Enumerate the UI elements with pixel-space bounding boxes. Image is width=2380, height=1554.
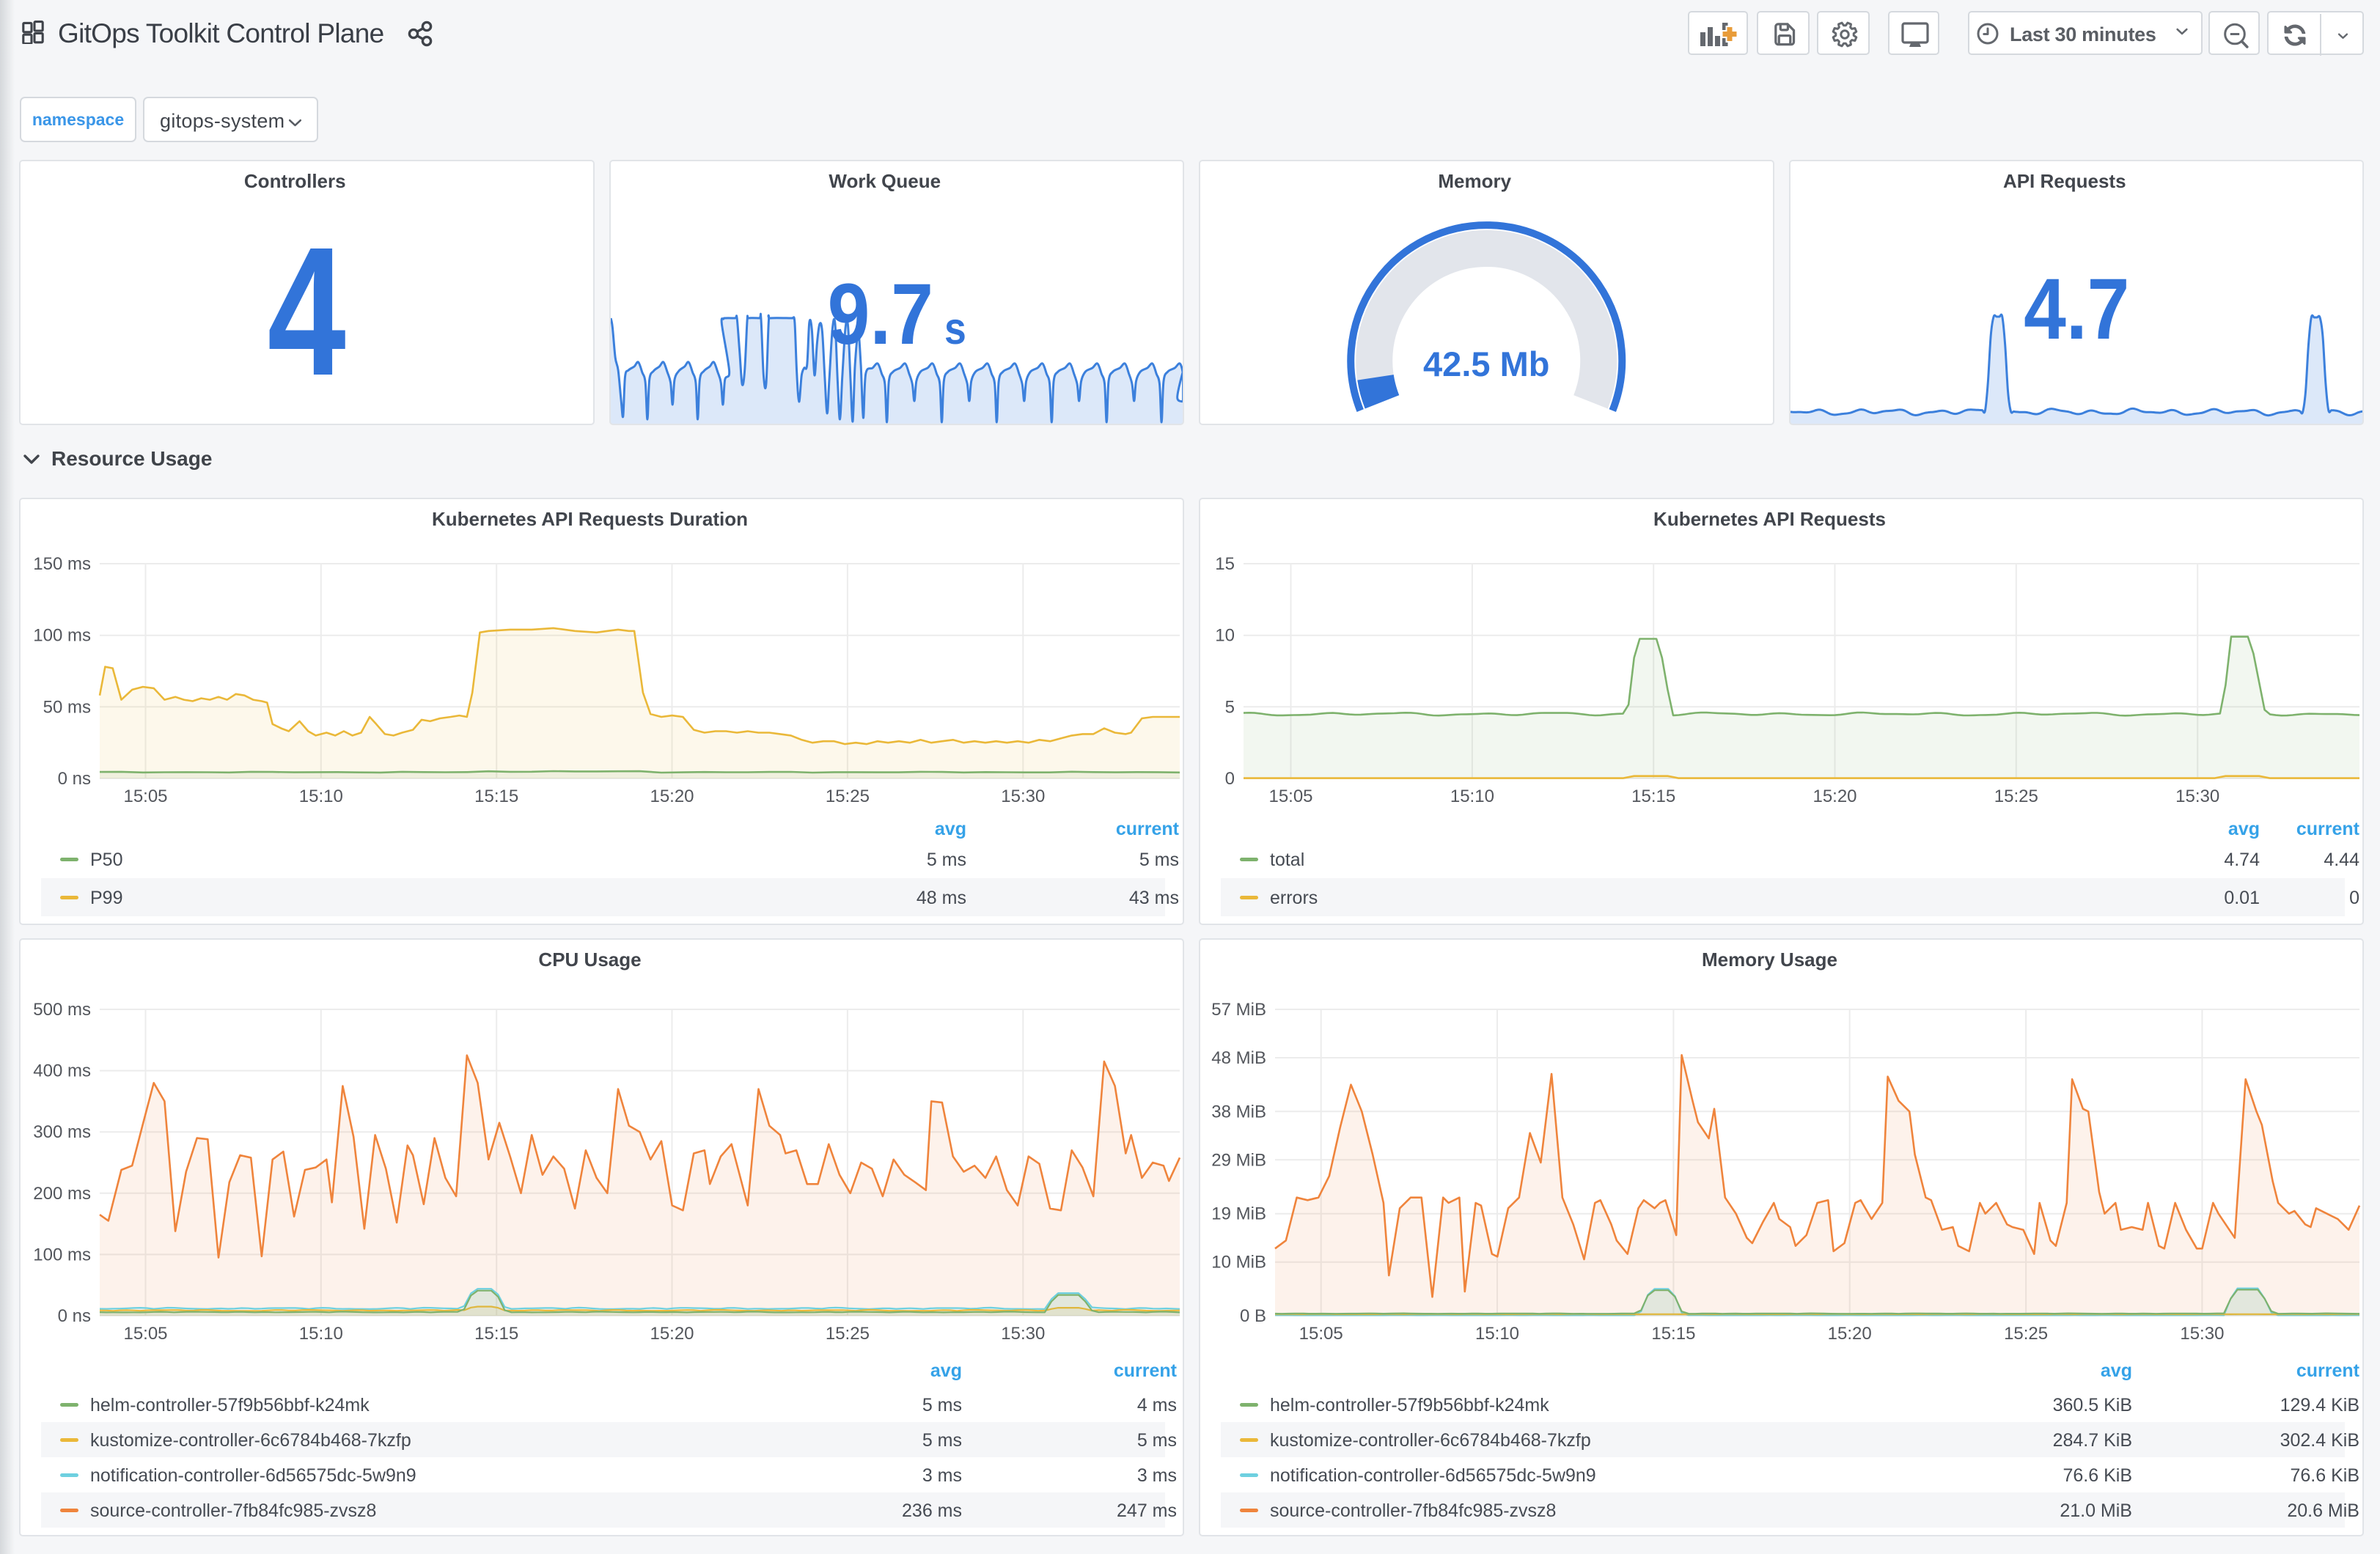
svg-text:current: current [2296,819,2360,839]
svg-text:notification-controller-6d5657: notification-controller-6d56575dc-5w9n9 [1270,1465,1596,1486]
svg-text:29 MiB: 29 MiB [1211,1150,1266,1170]
svg-text:15:20: 15:20 [650,1324,694,1344]
svg-text:current: current [2296,1360,2360,1381]
svg-text:48 ms: 48 ms [917,888,966,908]
svg-text:15:30: 15:30 [2175,787,2219,806]
svg-text:15:30: 15:30 [2180,1324,2224,1344]
svg-text:300 ms: 300 ms [33,1122,91,1142]
svg-text:5 ms: 5 ms [922,1430,962,1451]
svg-text:current: current [1114,1360,1178,1381]
svg-text:5 ms: 5 ms [1137,1430,1177,1451]
svg-text:100 ms: 100 ms [33,1245,91,1264]
svg-text:15:20: 15:20 [1828,1324,1872,1344]
svg-text:kustomize-controller-6c6784b46: kustomize-controller-6c6784b468-7kzfp [1270,1430,1591,1451]
svg-text:0: 0 [2349,888,2359,908]
svg-text:302.4 KiB: 302.4 KiB [2280,1430,2359,1451]
svg-text:43 ms: 43 ms [1129,888,1179,908]
svg-text:76.6 KiB: 76.6 KiB [2063,1465,2132,1486]
svg-text:0 ns: 0 ns [58,769,91,789]
svg-text:15:10: 15:10 [1475,1324,1519,1344]
svg-text:284.7 KiB: 284.7 KiB [2053,1430,2132,1451]
svg-text:15:15: 15:15 [474,1324,518,1344]
svg-text:avg: avg [2101,1360,2132,1381]
svg-text:50 ms: 50 ms [43,697,91,717]
svg-text:0 ns: 0 ns [58,1306,91,1326]
svg-text:15:10: 15:10 [1450,787,1494,806]
svg-text:kustomize-controller-6c6784b46: kustomize-controller-6c6784b468-7kzfp [90,1430,411,1451]
svg-text:360.5 KiB: 360.5 KiB [2053,1395,2132,1415]
svg-text:15:15: 15:15 [1631,787,1675,806]
svg-text:15:05: 15:05 [1299,1324,1343,1344]
svg-text:15:25: 15:25 [826,1324,870,1344]
svg-text:247 ms: 247 ms [1117,1500,1177,1521]
svg-text:current: current [1116,819,1180,839]
svg-text:avg: avg [2228,819,2260,839]
svg-text:5 ms: 5 ms [922,1395,962,1415]
svg-text:15:20: 15:20 [1812,787,1856,806]
svg-text:0: 0 [1225,769,1235,789]
svg-text:3 ms: 3 ms [1137,1465,1177,1486]
svg-text:15:20: 15:20 [650,787,694,806]
svg-text:avg: avg [930,1360,962,1381]
svg-text:5: 5 [1225,697,1235,717]
svg-text:errors: errors [1270,888,1318,908]
svg-text:15:25: 15:25 [1994,787,2038,806]
svg-text:4.74: 4.74 [2224,850,2260,870]
svg-text:15:25: 15:25 [2004,1324,2048,1344]
svg-text:15:30: 15:30 [1001,787,1045,806]
svg-text:5 ms: 5 ms [927,850,966,870]
svg-text:42.5 Mb: 42.5 Mb [1423,345,1549,383]
svg-text:15: 15 [1215,554,1235,574]
svg-text:48 MiB: 48 MiB [1211,1048,1266,1068]
svg-text:19 MiB: 19 MiB [1211,1204,1266,1224]
svg-text:0 B: 0 B [1240,1306,1266,1326]
svg-text:21.0 MiB: 21.0 MiB [2060,1500,2132,1521]
svg-text:total: total [1270,850,1304,870]
svg-text:15:15: 15:15 [1651,1324,1695,1344]
svg-text:4.44: 4.44 [2324,850,2359,870]
svg-text:notification-controller-6d5657: notification-controller-6d56575dc-5w9n9 [90,1465,416,1486]
svg-text:129.4 KiB: 129.4 KiB [2280,1395,2359,1415]
svg-text:20.6 MiB: 20.6 MiB [2287,1500,2359,1521]
svg-text:helm-controller-57f9b56bbf-k24: helm-controller-57f9b56bbf-k24mk [1270,1395,1549,1415]
svg-text:15:05: 15:05 [123,1324,167,1344]
svg-text:15:25: 15:25 [826,787,870,806]
svg-text:0.01: 0.01 [2224,888,2260,908]
svg-text:P99: P99 [90,888,122,908]
svg-text:15:05: 15:05 [1268,787,1312,806]
svg-text:3 ms: 3 ms [922,1465,962,1486]
svg-text:10 MiB: 10 MiB [1211,1253,1266,1273]
svg-text:P50: P50 [90,850,122,870]
svg-text:avg: avg [935,819,966,839]
svg-text:400 ms: 400 ms [33,1061,91,1081]
svg-text:helm-controller-57f9b56bbf-k24: helm-controller-57f9b56bbf-k24mk [90,1395,370,1415]
svg-text:15:10: 15:10 [299,1324,343,1344]
svg-text:57 MiB: 57 MiB [1211,1000,1266,1020]
svg-text:500 ms: 500 ms [33,1000,91,1020]
svg-text:15:15: 15:15 [474,787,518,806]
svg-text:4 ms: 4 ms [1137,1395,1177,1415]
svg-text:236 ms: 236 ms [902,1500,962,1521]
svg-text:76.6 KiB: 76.6 KiB [2290,1465,2359,1486]
svg-text:10: 10 [1215,626,1235,646]
svg-text:200 ms: 200 ms [33,1184,91,1204]
svg-text:15:05: 15:05 [123,787,167,806]
svg-text:source-controller-7fb84fc985-z: source-controller-7fb84fc985-zvsz8 [90,1500,376,1521]
svg-text:100 ms: 100 ms [33,626,91,646]
svg-text:38 MiB: 38 MiB [1211,1102,1266,1122]
svg-text:15:30: 15:30 [1001,1324,1045,1344]
svg-text:150 ms: 150 ms [33,554,91,574]
svg-text:5 ms: 5 ms [1139,850,1179,870]
svg-text:15:10: 15:10 [299,787,343,806]
svg-text:source-controller-7fb84fc985-z: source-controller-7fb84fc985-zvsz8 [1270,1500,1556,1521]
